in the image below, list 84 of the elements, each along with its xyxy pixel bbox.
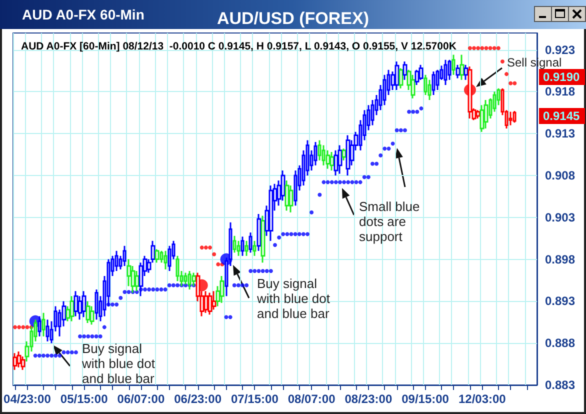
x-tick-label: 04/23:00 [4, 392, 52, 406]
x-tick-label: 08/23:00 [344, 392, 392, 406]
x-tick-label: 06/23:00 [174, 392, 222, 406]
candlestick [484, 99, 488, 130]
point [208, 246, 212, 250]
candlestick [346, 134, 350, 176]
candlestick [394, 60, 400, 91]
y-tick-label: 0.923 [545, 42, 576, 57]
candlestick [508, 111, 512, 126]
candlestick [42, 312, 46, 338]
candlestick [236, 240, 240, 257]
x-tick-label: 09/15:00 [402, 392, 450, 406]
point [17, 325, 22, 330]
y-tick-label: 0.893 [545, 294, 576, 308]
candlestick [436, 69, 440, 91]
candlestick [334, 150, 338, 176]
y-tick-label: 0.908 [545, 168, 576, 182]
text: AUD A0-FX [60-Min] 08/12/13 -0.0010 C 0.9145, H 0.9157, L 0.9143, O 0.9155, V 12.5700K [21, 40, 457, 52]
candlestick [432, 70, 436, 96]
candlestick [240, 236, 244, 257]
point [204, 246, 208, 250]
candlestick [168, 245, 172, 272]
point [13, 325, 18, 330]
annotation: Buy signal with blue dot and blue bar [81, 341, 156, 386]
point [21, 325, 26, 330]
point [216, 262, 220, 266]
x-tick-label: 07/15:00 [231, 392, 279, 406]
candlestick [208, 292, 212, 316]
x-tick-label: 08/07:00 [288, 392, 336, 406]
candlestick [318, 140, 322, 162]
candlestick [480, 104, 484, 133]
point [200, 246, 204, 250]
point [512, 81, 517, 86]
point [492, 46, 496, 50]
candlestick [382, 74, 386, 106]
point [488, 46, 492, 50]
candlestick [268, 184, 274, 242]
y-tick-label: 0.898 [545, 252, 576, 266]
point [504, 72, 509, 76]
candlestick [512, 110, 516, 124]
candlestick [16, 350, 22, 368]
point [480, 46, 484, 50]
point [508, 81, 513, 86]
point [468, 46, 472, 50]
candlestick [330, 151, 334, 172]
candlestick [370, 99, 374, 126]
chart-title: AUD/USD (FOREX) [216, 9, 370, 28]
y-tick-label: 0.903 [545, 210, 576, 224]
x-tick-label: 05/15:00 [60, 392, 108, 406]
candlestick [70, 295, 74, 322]
candlestick [12, 352, 18, 371]
candlestick [468, 66, 472, 120]
annotation: Small blue dots are support [359, 199, 420, 244]
candlestick [448, 59, 452, 81]
point [476, 46, 480, 50]
candlestick [212, 290, 216, 310]
x-tick-label: 12/03:00 [458, 392, 506, 406]
x-tick-label: 06/07:00 [117, 392, 165, 406]
candlestick [78, 295, 82, 320]
candlestick [314, 141, 318, 166]
y-tick-label: 0.883 [545, 378, 576, 392]
candlestick [114, 250, 118, 272]
candlestick [338, 144, 342, 175]
candlestick [410, 74, 416, 100]
annotation: Buy signal with blue dot and blue bar [256, 276, 330, 321]
candlestick [444, 59, 448, 86]
candlestick [248, 232, 252, 254]
point [496, 46, 500, 50]
y-tick-label: 0.913 [545, 126, 576, 141]
point [472, 46, 476, 50]
text: AUD A0-FX 60-Min [22, 6, 144, 22]
point [212, 252, 216, 256]
y-tick-label: 0.918 [545, 84, 576, 99]
candlestick [164, 250, 168, 270]
point [484, 46, 488, 50]
text: 0.9190 [543, 70, 580, 84]
candlestick [460, 54, 464, 81]
candlestick [184, 272, 188, 286]
y-tick-label: 0.888 [545, 336, 576, 350]
point [500, 59, 504, 64]
text: 0.9145 [543, 109, 580, 123]
candlestick [74, 290, 78, 318]
point [25, 325, 30, 330]
candlestick [326, 150, 330, 170]
